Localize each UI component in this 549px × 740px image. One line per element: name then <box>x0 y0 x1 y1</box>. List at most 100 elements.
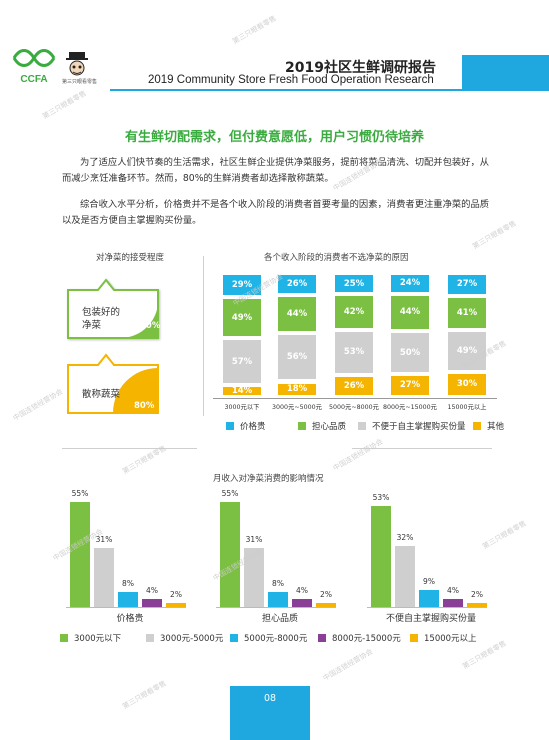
stacked-segment: 26% <box>277 274 317 295</box>
grouped-bar-label: 2% <box>170 590 182 600</box>
grouped-category-label: 价格贵 <box>116 614 144 624</box>
grouped-legend-item: 3000元-5000元 <box>146 632 223 644</box>
stacked-segment: 44% <box>277 296 317 333</box>
watermark-text: 第三只眼看零售 <box>231 14 278 46</box>
legend-label: 其他 <box>487 422 505 432</box>
stacked-segment: 50% <box>390 332 430 373</box>
legend-label: 不便于自主掌握购买份量 <box>372 422 466 432</box>
grouped-category-label: 不便自主掌握购买份量 <box>385 614 476 624</box>
bottom-divider-right <box>352 448 492 449</box>
stacked-segment: 56% <box>277 334 317 381</box>
ccfa-logo-text: CCFA <box>20 74 47 85</box>
watermark-text: 中国连锁经营协会 <box>331 437 385 473</box>
grouped-bar <box>419 589 439 607</box>
grouped-axis <box>216 607 336 608</box>
stacked-segment: 53% <box>334 330 374 374</box>
watermark-text: 中国连锁经营协会 <box>231 272 285 308</box>
grouped-bar <box>395 545 415 607</box>
legend-label: 15000元以上 <box>424 634 477 644</box>
grouped-bar <box>443 599 463 607</box>
grouped-bar <box>70 502 90 607</box>
intro-paragraph-2: 综合收入水平分析，价格贵并不是各个收入阶段的消费者首要考量的因素，消费者更注重净… <box>62 199 490 226</box>
legend-swatch <box>298 422 306 430</box>
legend-label: 3000元-5000元 <box>160 634 224 644</box>
grouped-bar-label: 4% <box>447 586 459 596</box>
stacked-legend-item: 其他 <box>473 420 504 432</box>
grouped-legend-item: 5000元-8000元 <box>230 632 307 644</box>
watermark-text: 第三只眼看零售 <box>461 639 508 671</box>
grouped-bar-label: 2% <box>320 590 332 600</box>
page-number: 08 <box>263 693 277 704</box>
grouped-bar-label: 8% <box>122 578 134 588</box>
watermark-text: 第三只眼看零售 <box>41 89 88 121</box>
grouped-bar-label: 55% <box>221 489 239 498</box>
grouped-bar <box>292 599 312 607</box>
grouped-bar <box>316 603 336 607</box>
stacked-category-label: 3000元~5000元 <box>272 404 322 411</box>
grouped-bar <box>467 603 487 607</box>
grouped-category-label: 担心品质 <box>261 614 298 624</box>
mascot-logo-icon <box>64 50 90 82</box>
stacked-segment: 14% <box>222 386 262 396</box>
report-subtitle: 2019 Community Store Fresh Food Operatio… <box>148 74 434 86</box>
grouped-bar-label: 31% <box>95 534 113 544</box>
legend-swatch <box>230 634 238 642</box>
stacked-segment: 25% <box>334 274 374 294</box>
page-number-badge <box>230 686 310 740</box>
stacked-legend-item: 担心品质 <box>298 420 346 432</box>
stacked-segment: 18% <box>277 382 317 396</box>
stacked-segment: 30% <box>447 372 487 396</box>
stacked-legend-item: 价格贵 <box>226 420 266 432</box>
stacked-chart-axis <box>213 398 497 399</box>
watermark-text: 中国连锁经营协会 <box>321 647 375 683</box>
stacked-segment: 27% <box>390 374 430 396</box>
legend-swatch <box>146 634 154 642</box>
grouped-bar-label: 4% <box>296 586 308 596</box>
watermark-text: 第三只眼看零售 <box>121 679 168 711</box>
mascot-logo-text: 第三只眼看零售 <box>62 79 98 85</box>
acceptance-card-loose <box>67 353 159 414</box>
grouped-bar-label: 53% <box>372 492 390 502</box>
grouped-bar-label: 9% <box>423 576 435 586</box>
header-rule <box>110 89 549 91</box>
legend-swatch <box>473 422 481 430</box>
grouped-bar-label: 2% <box>471 590 483 600</box>
stacked-chart-title: 各个收入阶段的消费者不选净菜的原因 <box>264 253 409 263</box>
grouped-axis <box>66 607 186 608</box>
stacked-category-label: 15000元以上 <box>447 404 487 411</box>
grouped-bar <box>268 591 288 607</box>
bottom-divider-left <box>62 448 197 449</box>
legend-label: 5000元-8000元 <box>244 634 308 644</box>
acceptance-value-packaged: 20% <box>140 321 161 331</box>
stacked-segment: 27% <box>447 274 487 295</box>
acceptance-value-loose: 80% <box>134 401 155 411</box>
grouped-bar <box>244 547 264 607</box>
acceptance-title: 对净菜的接受程度 <box>96 253 165 263</box>
grouped-bar-label: 55% <box>71 489 89 498</box>
stacked-category-label: 5000元~8000元 <box>329 404 379 411</box>
acceptance-label-loose: 散称蔬菜 <box>82 389 121 400</box>
acceptance-card-packaged <box>67 278 159 339</box>
stacked-segment: 42% <box>334 295 374 329</box>
grouped-chart-title: 月收入对净菜消费的影响情况 <box>213 474 324 484</box>
watermark-text: 中国连锁经营协会 <box>11 387 65 423</box>
grouped-bar <box>142 599 162 607</box>
legend-swatch <box>358 422 366 430</box>
stacked-segment: 29% <box>222 274 262 297</box>
legend-label: 8000元-15000元 <box>332 634 401 644</box>
stacked-segment: 41% <box>447 296 487 330</box>
stacked-category-label: 3000元以下 <box>224 404 260 411</box>
stacked-segment: 49% <box>447 331 487 371</box>
watermark-text: 中国连锁经营协会 <box>51 527 105 563</box>
report-title: 2019社区生鲜调研报告 <box>285 60 436 76</box>
grouped-axis <box>367 607 487 608</box>
grouped-bar <box>220 502 240 607</box>
stacked-segment: 44% <box>390 294 430 331</box>
grouped-bar-label: 31% <box>245 534 263 544</box>
stacked-legend-item: 不便于自主掌握购买份量 <box>358 420 466 432</box>
stacked-segment: 26% <box>334 375 374 396</box>
grouped-bar-label: 32% <box>396 532 414 542</box>
acceptance-label-packaged: 包装好的净菜 <box>82 307 121 331</box>
legend-label: 担心品质 <box>312 422 347 432</box>
legend-swatch <box>226 422 234 430</box>
